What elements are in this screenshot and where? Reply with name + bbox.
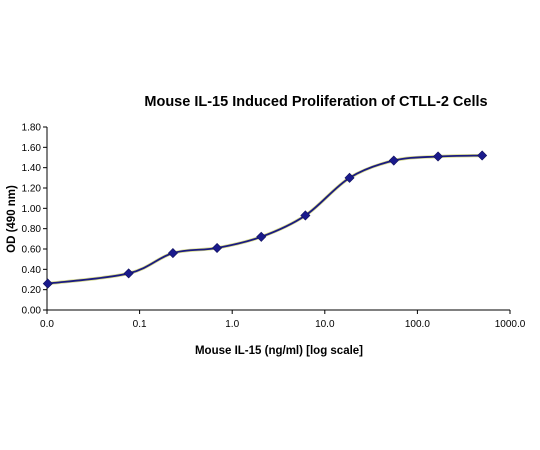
x-tick-label: 1.0 [225, 319, 239, 330]
y-tick-label: 1.20 [22, 184, 42, 195]
x-tick-label: 1000.0 [495, 319, 526, 330]
x-tick-label: 0.1 [133, 319, 147, 330]
chart-title: Mouse IL-15 Induced Proliferation of CTL… [144, 94, 487, 110]
data-point-marker [388, 155, 399, 166]
y-axis-title: OD (490 nm) [6, 185, 18, 253]
y-tick-label: 1.60 [22, 143, 42, 154]
y-tick-label: 1.80 [22, 123, 42, 134]
series-line [47, 154, 483, 285]
data-point-marker [344, 172, 355, 183]
data-point-marker [212, 242, 223, 254]
y-tick-label: 1.00 [22, 204, 42, 215]
data-point-marker [432, 151, 444, 162]
data-point-marker [477, 150, 488, 161]
series-group [42, 150, 488, 289]
data-point-marker [167, 248, 178, 259]
y-tick-label: 0.40 [22, 265, 42, 276]
y-tick-label: 0.00 [22, 306, 42, 317]
y-tick-label: 0.20 [22, 285, 42, 296]
y-tick-label: 0.60 [22, 245, 42, 256]
data-point-marker [256, 231, 267, 242]
x-tick-label: 0.0 [40, 319, 54, 330]
data-point-marker [123, 268, 134, 279]
x-axis-title: Mouse IL-15 (ng/ml) [log scale] [195, 345, 363, 357]
data-point-marker [300, 210, 311, 221]
data-point-marker [42, 278, 53, 289]
y-tick-label: 0.80 [22, 224, 42, 235]
series-line-halo [47, 153, 483, 286]
y-tick-label: 1.40 [22, 163, 42, 174]
x-axis-ticks: 0.0 0.1 1.0 10.0 100.0 1000.0 [40, 310, 526, 330]
y-axis-ticks: 0.00 0.20 0.40 0.60 0.80 1.00 1.20 1.40 1.60 1.80 [22, 123, 47, 317]
x-tick-label: 100.0 [405, 319, 430, 330]
x-tick-label: 10.0 [315, 319, 335, 330]
